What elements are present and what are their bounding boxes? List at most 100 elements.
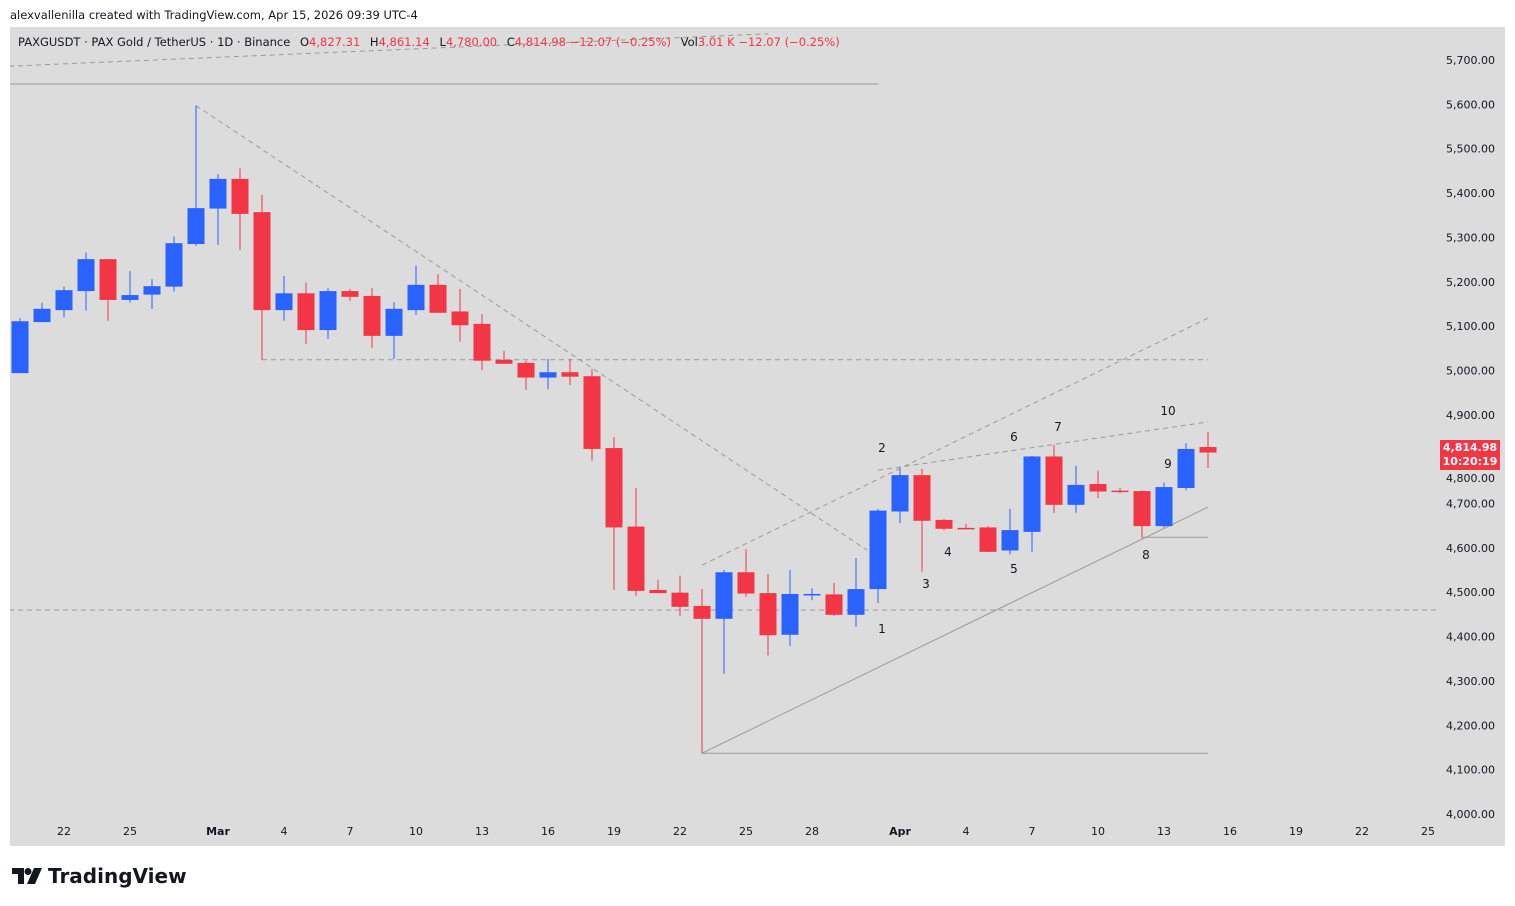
candle — [957, 523, 975, 530]
candle — [979, 526, 997, 552]
x-tick-label: 19 — [607, 825, 621, 838]
chart-area[interactable] — [10, 27, 1505, 846]
candle-body — [33, 308, 51, 323]
x-tick-label: 16 — [1223, 825, 1237, 838]
y-tick-label: 5,600.00 — [1446, 98, 1495, 111]
wave-label: 9 — [1164, 457, 1172, 471]
candle — [561, 358, 579, 386]
candle-body — [561, 372, 579, 377]
close-label: C — [506, 35, 515, 49]
change-value: −12.07 (−0.25%) — [569, 35, 672, 49]
y-tick-label: 4,700.00 — [1446, 498, 1495, 511]
candle-body — [605, 448, 623, 528]
candle — [649, 579, 667, 594]
candle-body — [11, 321, 29, 374]
x-tick-label: 25 — [739, 825, 753, 838]
candle-body — [1199, 447, 1217, 453]
candle — [473, 314, 491, 371]
candle-body — [847, 589, 865, 615]
candle — [275, 275, 293, 321]
trend-line — [195, 105, 868, 551]
candle — [385, 302, 403, 359]
low-value: 4,780.00 — [445, 35, 498, 49]
candle-body — [803, 593, 821, 596]
candle — [737, 549, 755, 597]
candle-body — [759, 593, 777, 636]
candle — [583, 369, 601, 461]
candle — [627, 487, 645, 596]
x-tick-label: 25 — [1421, 825, 1435, 838]
y-tick-label: 4,900.00 — [1446, 409, 1495, 422]
wave-label: 5 — [1010, 562, 1018, 576]
y-tick-label: 4,000.00 — [1446, 808, 1495, 821]
y-tick-label: 5,000.00 — [1446, 364, 1495, 377]
candle — [693, 589, 711, 754]
wave-label: 7 — [1054, 420, 1062, 434]
candle — [495, 350, 513, 364]
candle-body — [649, 589, 667, 594]
candle-body — [825, 594, 843, 615]
candle-body — [429, 284, 447, 313]
trend-line — [701, 317, 1209, 566]
candle-body — [407, 284, 425, 311]
wave-label: 3 — [922, 577, 930, 591]
x-tick-label: 22 — [1355, 825, 1369, 838]
wave-label: 4 — [944, 545, 952, 559]
y-tick-label: 4,100.00 — [1446, 764, 1495, 777]
volume-change: −12.07 (−0.25%) — [738, 35, 840, 49]
last-price-label: 4,814.98 10:20:19 — [1440, 440, 1500, 470]
candle-body — [143, 286, 161, 295]
symbol-info: PAXGUSDT · PAX Gold / TetherUS · 1D · Bi… — [18, 35, 291, 49]
x-tick-label: 10 — [1091, 825, 1105, 838]
candle-body — [693, 605, 711, 619]
y-tick-label: 5,300.00 — [1446, 231, 1495, 244]
candle — [891, 467, 909, 524]
candle-body — [1155, 487, 1173, 527]
candle-body — [913, 475, 931, 521]
trend-line — [701, 506, 1209, 754]
candle — [187, 105, 205, 246]
candle-body — [275, 293, 293, 311]
candle-body — [451, 311, 469, 326]
candle-body — [539, 372, 557, 378]
x-tick-label: Apr — [889, 825, 911, 838]
candle — [407, 265, 425, 316]
candle — [11, 318, 29, 374]
candle-body — [341, 291, 359, 297]
candle-body — [187, 208, 205, 245]
tradingview-logo-icon — [12, 868, 42, 884]
candle-body — [473, 323, 491, 361]
candle — [1133, 490, 1151, 538]
trend-line — [10, 33, 769, 67]
candle — [913, 468, 931, 572]
bar-countdown: 10:20:19 — [1442, 455, 1498, 468]
y-tick-label: 4,600.00 — [1446, 542, 1495, 555]
tradingview-logo[interactable]: TradingView — [12, 864, 187, 888]
candle — [297, 282, 315, 344]
open-value: 4,827.31 — [309, 35, 361, 49]
wave-label: 6 — [1010, 430, 1018, 444]
candle — [165, 236, 183, 292]
candle — [363, 287, 381, 348]
volume-value: 3.01 K — [697, 35, 735, 49]
wave-label: 8 — [1142, 548, 1150, 562]
trend-line — [877, 421, 1209, 471]
x-tick-label: 10 — [409, 825, 423, 838]
candle-body — [869, 510, 887, 590]
y-tick-label: 5,500.00 — [1446, 143, 1495, 156]
candle-body — [297, 293, 315, 331]
candle-body — [231, 178, 249, 214]
candle — [253, 194, 271, 360]
candle — [825, 582, 843, 617]
candle-body — [737, 572, 755, 594]
candle — [605, 436, 623, 590]
candle-body — [979, 527, 997, 552]
candle — [715, 570, 733, 674]
candle-body — [1089, 483, 1107, 492]
x-tick-label: 13 — [1157, 825, 1171, 838]
x-tick-label: 22 — [57, 825, 71, 838]
x-tick-label: 28 — [805, 825, 819, 838]
candle-body — [1133, 491, 1151, 527]
candle — [803, 588, 821, 601]
